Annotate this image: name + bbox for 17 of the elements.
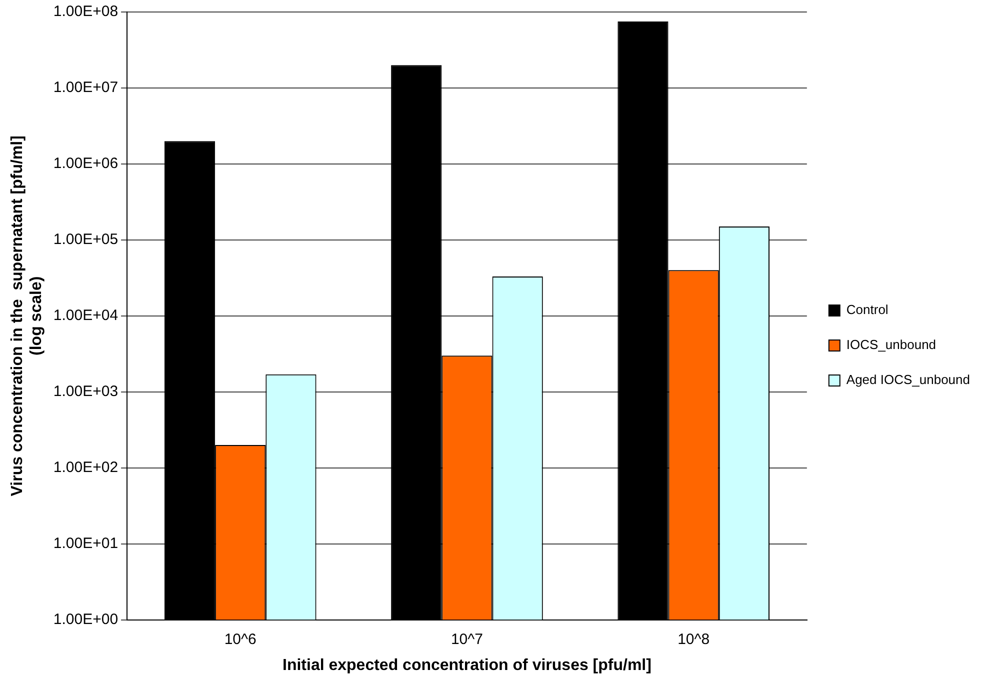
legend-label: Aged IOCS_unbound: [846, 372, 970, 388]
y-tick-label: 1.00E+02: [53, 458, 118, 476]
x-tick-label: 10^6: [224, 630, 256, 648]
y-tick-label: 1.00E+04: [53, 307, 118, 324]
y-tick-label: 1.00E+00: [53, 610, 118, 628]
y-tick-label: 1.00E+05: [53, 231, 118, 248]
y-tick-label: 1.00E+07: [53, 79, 118, 96]
x-axis-title: Initial expected concentration of viruses [pfu/ml]: [282, 656, 652, 674]
y-tick-label: 1.00E+03: [53, 383, 118, 400]
y-tick-label: 1.00E+06: [53, 155, 118, 172]
y-tick-label: 1.00E+01: [53, 534, 118, 552]
legend-label: Control: [846, 302, 888, 318]
y-axis-title: Virus concentration in the supernatant [pfu/ml] (log scale): [9, 136, 46, 496]
x-tick-label: 10^7: [450, 630, 484, 648]
legend-label: IOCS_unbound: [846, 337, 936, 352]
y-tick-label: 1.00E+08: [53, 3, 118, 20]
x-tick-label: 10^8: [678, 630, 710, 648]
